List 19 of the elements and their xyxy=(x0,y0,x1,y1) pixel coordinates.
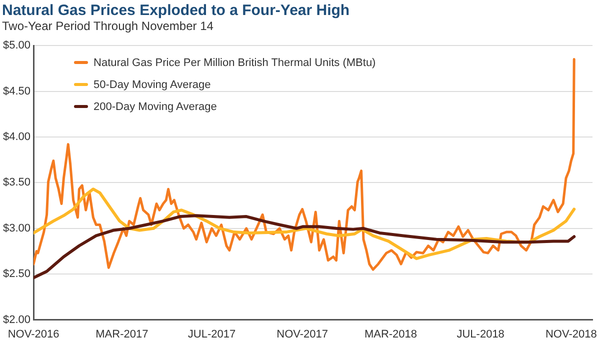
x-tick-label: JUL-2017 xyxy=(188,328,236,340)
y-tick-label: $3.50 xyxy=(2,176,31,189)
chart-title: Natural Gas Prices Exploded to a Four-Year High xyxy=(2,2,351,19)
x-tick-label: NOV-2018 xyxy=(545,328,597,340)
y-tick-label: $5.00 xyxy=(2,40,31,52)
legend-label: Natural Gas Price Per Million British Thermal Units (MBtu) xyxy=(94,56,376,69)
x-tick-label: MAR-2018 xyxy=(364,328,418,340)
y-tick-label: $4.50 xyxy=(2,85,31,98)
y-tick-label: $4.00 xyxy=(2,131,31,144)
x-tick-label: NOV-2017 xyxy=(276,328,328,340)
x-tick-label: MAR-2017 xyxy=(96,328,148,340)
chart-subtitle: Two-Year Period Through November 14 xyxy=(2,19,214,34)
y-tick-label: $3.00 xyxy=(2,222,31,234)
legend-label: 200-Day Moving Average xyxy=(94,100,217,113)
legend-label: 50-Day Moving Average xyxy=(94,78,211,91)
x-tick-label: NOV-2016 xyxy=(8,328,60,340)
x-tick-label: JUL-2018 xyxy=(456,328,504,340)
y-tick-label: $2.00 xyxy=(2,314,31,326)
y-tick-label: $2.50 xyxy=(2,268,31,280)
